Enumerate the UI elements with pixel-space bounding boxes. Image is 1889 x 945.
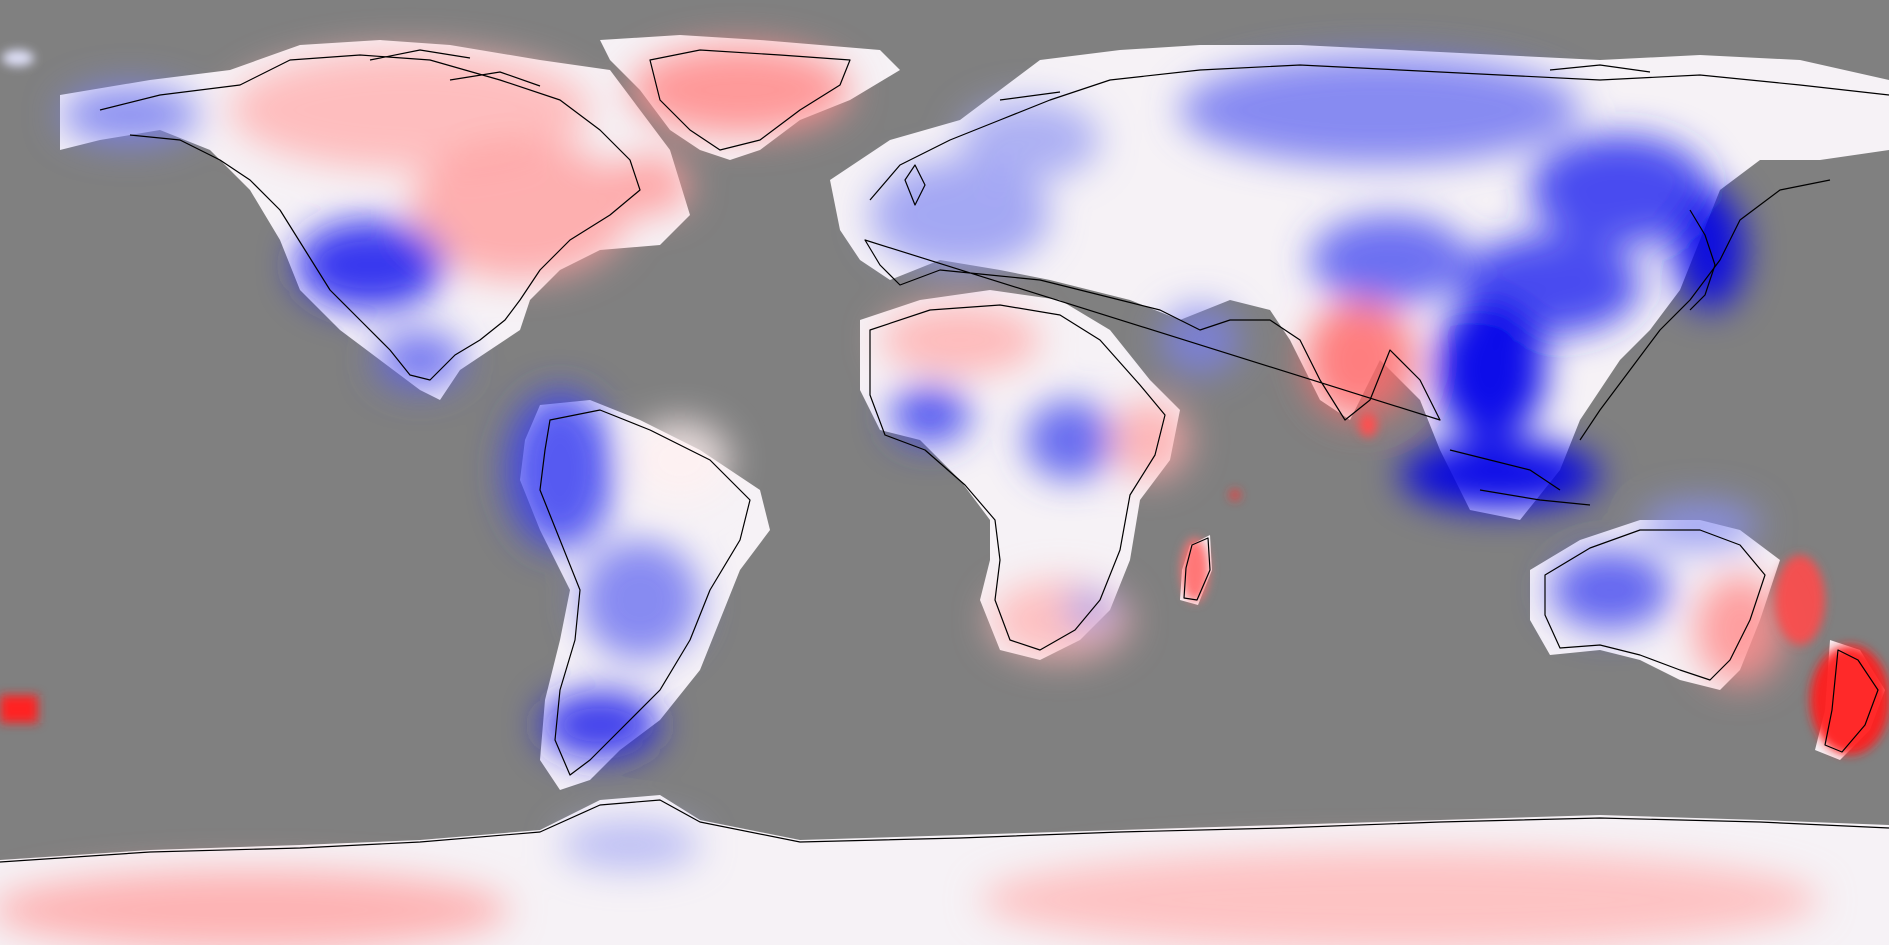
east-africa-warm-anomaly: [1110, 400, 1190, 480]
africa-coastline: [869, 304, 1166, 651]
arctic-islands-coastline: [369, 49, 1651, 101]
coastline-layer: [0, 49, 1889, 863]
north-america-coastline: [99, 54, 641, 381]
africa-land: [860, 290, 1180, 660]
arabia-cool-anomaly: [1160, 305, 1240, 375]
antarctica-west-warm-anomaly: [0, 870, 510, 945]
west-australia-cool-anomaly: [1550, 550, 1670, 630]
antarctica-east-warm-anomaly: [980, 850, 1820, 945]
eurasia-coastline: [864, 64, 1889, 441]
australia-coastline: [1544, 529, 1766, 681]
antarctica-coastline: [0, 799, 1889, 863]
central-asia-cool-anomaly: [1310, 215, 1470, 305]
sri-lanka-warm-anomaly: [1359, 413, 1377, 437]
brazil-cool-anomaly: [580, 540, 700, 660]
east-canada-warm-anomaly: [410, 140, 630, 280]
north-australia-cool-anomaly: [1640, 500, 1760, 550]
amazon-neutral: [630, 420, 730, 500]
indonesia-coastline: [1449, 449, 1591, 506]
siberia-cool-anomaly: [1180, 55, 1580, 165]
strong-anomaly-layer: [0, 50, 1889, 755]
india-warm-anomaly: [1305, 300, 1415, 420]
pacific-island-warm-anomaly: [0, 695, 38, 723]
anomaly-layer: [0, 45, 1820, 945]
europe-cool-anomaly: [870, 160, 1050, 270]
alaska-cool-anomaly: [60, 85, 200, 145]
indonesia-cool-anomaly: [1400, 440, 1600, 510]
new-zealand-warm-anomaly: [1810, 645, 1889, 755]
west-africa-cool-anomaly: [890, 385, 970, 445]
new-zealand-coastline: [1824, 649, 1879, 753]
patagonia-cool-anomaly: [540, 690, 660, 760]
madagascar-warm-anomaly: [1181, 538, 1209, 602]
british-isles-coastline: [904, 164, 926, 206]
sahara-warm-anomaly: [880, 305, 1040, 375]
tasman-warm-anomaly: [1775, 555, 1825, 645]
us-southwest-cool-anomaly: [295, 220, 445, 310]
east-australia-warm-anomaly: [1695, 575, 1785, 685]
far-east-cool-anomaly: [1530, 135, 1710, 245]
madagascar-coastline: [1183, 537, 1211, 601]
reunion-warm-anomaly: [1230, 490, 1240, 500]
mexico-cool-anomaly: [375, 330, 465, 390]
central-africa-cool-anomaly: [1025, 400, 1115, 480]
south-africa-cool-anomaly: [1065, 590, 1115, 630]
andes-cool-anomaly: [505, 390, 615, 550]
alaska-west-white: [2, 50, 34, 66]
japan-coastline: [1689, 209, 1716, 311]
south-america-coastline: [539, 409, 751, 776]
scandinavia-cool-anomaly: [960, 100, 1100, 180]
labrador-warm-anomaly: [610, 155, 690, 215]
antarctica-peninsula-cool-anomaly: [560, 820, 700, 870]
greenland-warm-anomaly: [630, 45, 850, 135]
greenland-coastline: [649, 49, 851, 151]
indochina-cool-anomaly: [1435, 300, 1545, 440]
